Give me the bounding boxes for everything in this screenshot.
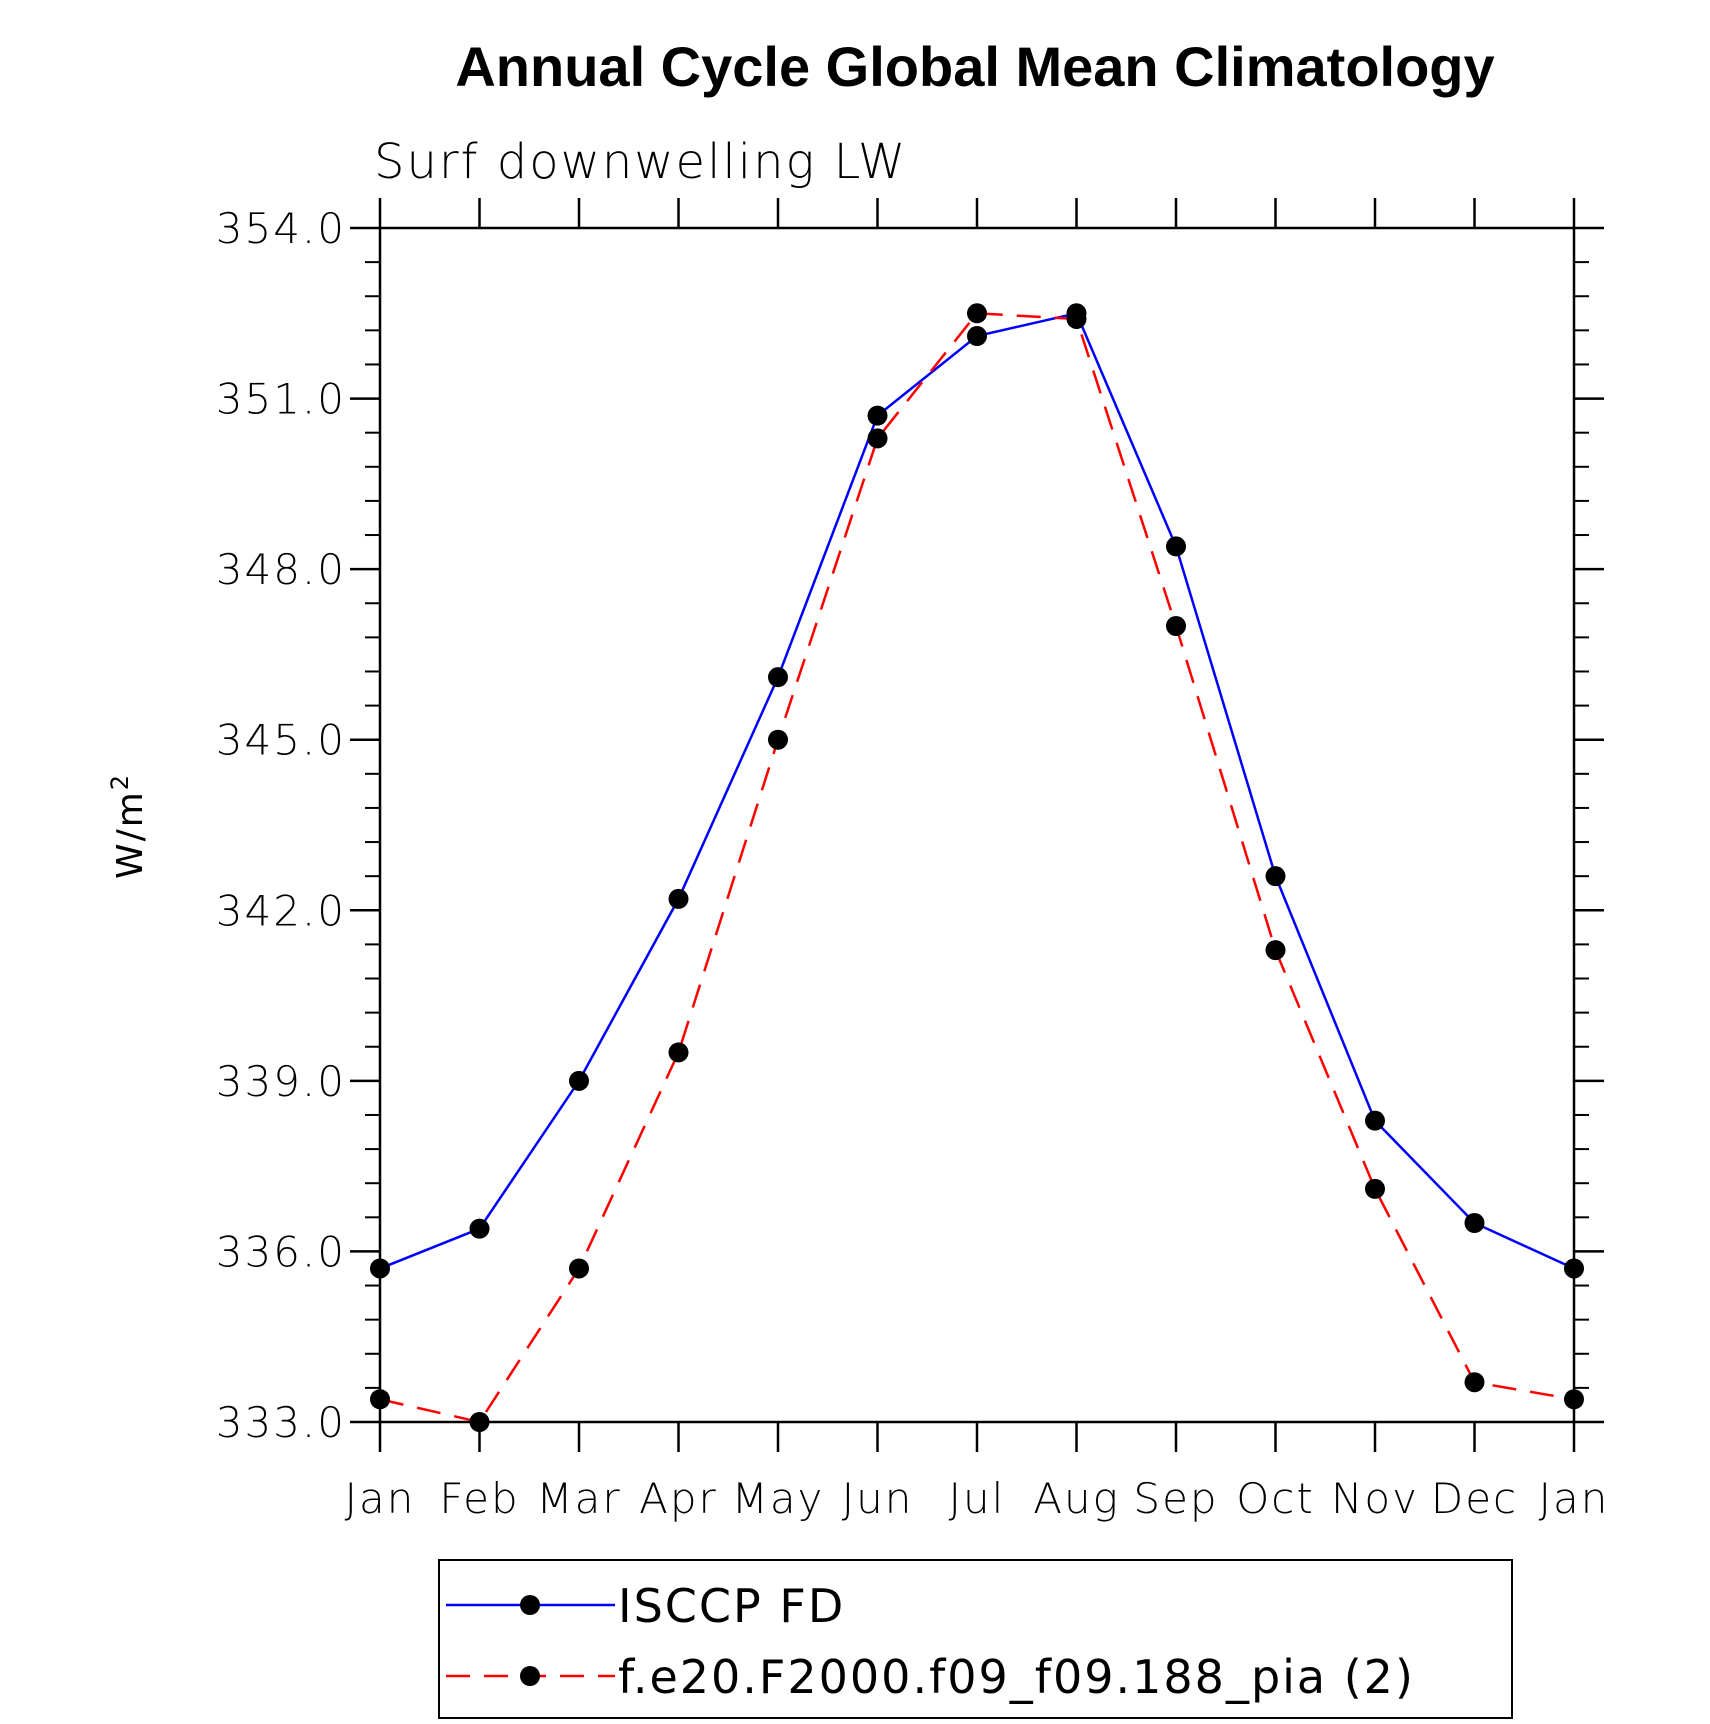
- data-point: [768, 729, 788, 750]
- y-axis-label-unit: W/m: [110, 790, 151, 879]
- data-point: [1564, 1389, 1584, 1410]
- y-tick-label: 345.0: [216, 716, 346, 765]
- data-point: [370, 1258, 390, 1279]
- data-point: [1464, 1213, 1485, 1233]
- y-tick-label: 333.0: [216, 1398, 346, 1447]
- data-point: [1464, 1372, 1485, 1393]
- data-point: [668, 888, 689, 909]
- x-tick-label: Apr: [639, 1474, 718, 1523]
- x-tick-label: Sep: [1133, 1474, 1218, 1523]
- legend: ISCCP FD f.e20.F2000.f09_f09.188_pia (2): [438, 1559, 1513, 1719]
- data-point: [1365, 1178, 1385, 1199]
- axis-ticks: [350, 198, 1604, 1452]
- legend-label-isccp: ISCCP FD: [618, 1579, 845, 1633]
- data-point: [569, 1258, 589, 1279]
- series-line: [379, 311, 1575, 1270]
- series-model: [370, 303, 1584, 1432]
- legend-marker-isccp: [520, 1595, 540, 1615]
- x-tick-label: Nov: [1331, 1474, 1419, 1523]
- x-tick-label: Jan: [1539, 1474, 1610, 1523]
- data-point: [469, 1412, 490, 1432]
- x-tick-label: Mar: [536, 1474, 621, 1523]
- data-point: [668, 1042, 689, 1063]
- data-point: [867, 428, 888, 449]
- x-tick-label: Dec: [1431, 1474, 1518, 1523]
- x-tick-label: Jan: [345, 1474, 416, 1523]
- data-point: [1166, 616, 1186, 636]
- data-point: [1265, 940, 1286, 961]
- data-point: [1066, 308, 1087, 329]
- data-point: [469, 1218, 490, 1239]
- legend-marker-model: [520, 1666, 540, 1686]
- x-tick-label: Feb: [439, 1474, 519, 1523]
- y-axis-label-superscript: 2: [106, 773, 134, 790]
- x-axis-tick-labels: Jan Feb Mar Apr May Jun Jul Aug Sep Oct Nov Dec Jan: [345, 1474, 1610, 1523]
- legend-frame: [438, 1559, 1513, 1719]
- data-point: [1265, 866, 1286, 887]
- data-point: [967, 326, 987, 347]
- data-point: [1564, 1258, 1584, 1279]
- x-tick-label: Jun: [842, 1474, 914, 1523]
- data-point: [569, 1070, 589, 1091]
- series-isccp: [370, 303, 1584, 1279]
- series-layer: [370, 303, 1584, 1432]
- series-line: [379, 312, 1575, 1424]
- y-tick-label: 351.0: [216, 375, 346, 424]
- data-point: [867, 405, 888, 426]
- legend-label-model: f.e20.F2000.f09_f09.188_pia (2): [618, 1650, 1415, 1704]
- data-point: [1365, 1110, 1385, 1131]
- y-tick-label: 339.0: [216, 1057, 346, 1106]
- data-point: [1166, 536, 1186, 557]
- y-axis-tick-labels: 333.0 336.0 339.0 342.0 345.0 348.0 351.0 354.0: [216, 204, 346, 1447]
- y-tick-label: 336.0: [216, 1227, 346, 1276]
- chart-title: Annual Cycle Global Mean Climatology: [455, 35, 1494, 98]
- y-tick-label: 354.0: [216, 204, 346, 253]
- x-tick-label: Oct: [1236, 1474, 1315, 1523]
- x-tick-label: Aug: [1033, 1474, 1120, 1523]
- chart-subtitle: Surf downwelling LW: [374, 134, 907, 190]
- y-tick-label: 348.0: [216, 545, 346, 594]
- x-tick-label: May: [732, 1474, 825, 1523]
- y-tick-label: 342.0: [216, 886, 346, 935]
- plot-frame: [378, 226, 1576, 1424]
- x-tick-label: Jul: [949, 1474, 1006, 1523]
- data-point: [768, 667, 788, 688]
- data-point: [370, 1389, 390, 1410]
- y-axis-label: W/m2: [106, 773, 151, 879]
- data-point: [967, 303, 987, 324]
